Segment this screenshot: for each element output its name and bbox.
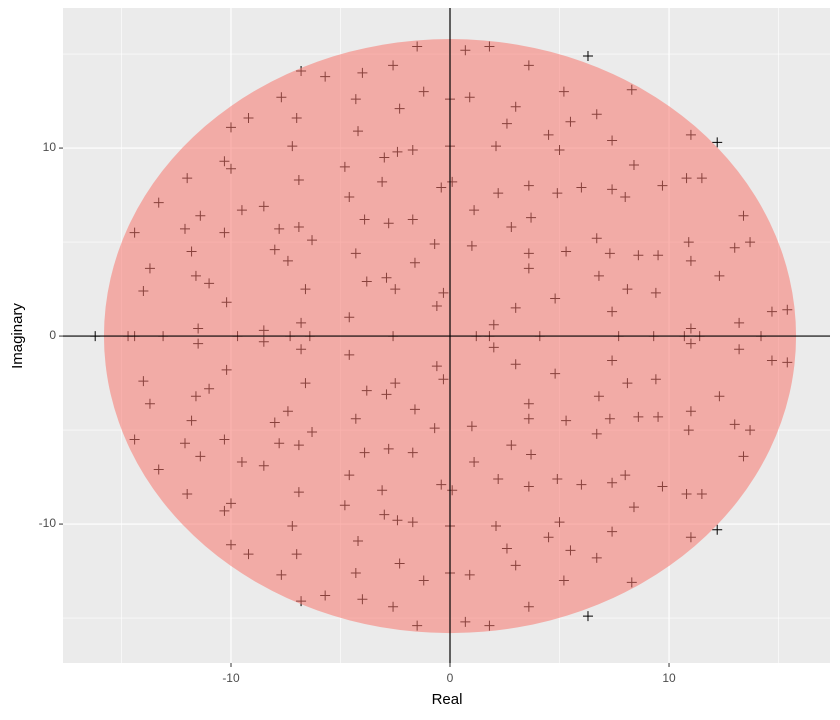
x-tick-label: 0 [447,671,454,685]
y-tick-label: -10 [39,516,57,530]
x-tick-label: -10 [222,671,240,685]
x-tick-label: 10 [662,671,676,685]
x-axis-title: Real [432,691,463,708]
axes: -10 0 10 -10 0 10 [39,140,676,685]
point [582,50,593,61]
y-tick-label: 0 [49,328,56,342]
point [582,611,593,622]
overlay [63,8,830,663]
point [712,524,723,535]
point [712,137,723,148]
y-axis-title: Imaginary [9,303,26,369]
y-tick-label: 10 [43,140,57,154]
